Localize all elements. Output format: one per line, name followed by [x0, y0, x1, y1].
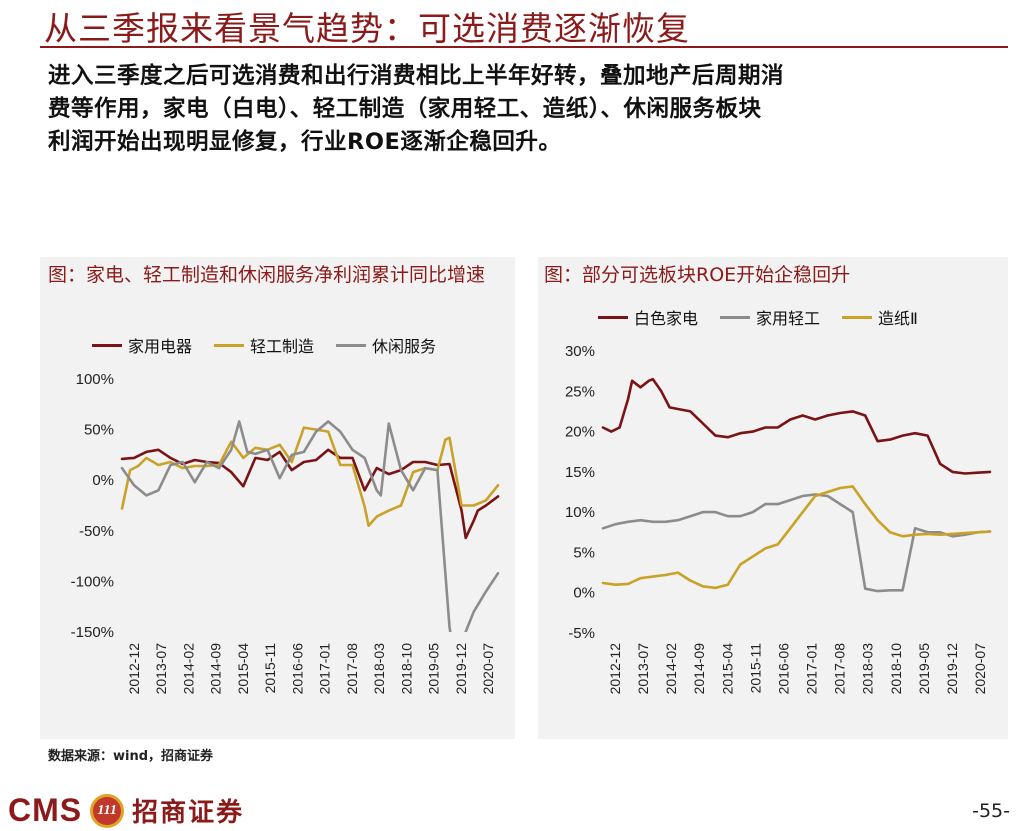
chart-1-title: 图：家电、轻工制造和休闲服务净利润累计同比增速 [48, 264, 486, 286]
x-tick-label: 2014-09 [208, 643, 224, 695]
legend-item-home-appliances: 家用电器 [92, 333, 192, 357]
y-tick-label: -100% [71, 573, 114, 590]
chart-1-legend: 家用电器 轻工制造 休闲服务 [92, 333, 458, 357]
logo-mark-icon: 111 [90, 793, 125, 828]
y-tick-label: -5% [568, 625, 595, 642]
x-tick-label: 2018-10 [398, 643, 414, 695]
legend-swatch [842, 315, 873, 319]
chart-2-plot: 30% 25% 20% 15% 10% 5% 0% -5% 2012-12 2013-07 2014… [565, 343, 992, 695]
company-logo: CMS 111 招商证券 [8, 792, 244, 829]
y-tick-label: 30% [565, 343, 595, 360]
series-line [601, 377, 992, 475]
x-tick-label: 2015-11 [262, 643, 278, 694]
y-tick-label: 25% [565, 383, 595, 400]
legend-label: 休闲服务 [372, 337, 437, 356]
x-tick-label: 2020-07 [480, 643, 496, 695]
y-tick-label: 50% [84, 422, 114, 439]
y-tick-label: 0% [573, 585, 595, 602]
x-tick-label: 2013-07 [635, 643, 651, 695]
title-divider [40, 46, 1008, 48]
x-tick-label: 2017-08 [344, 643, 360, 695]
y-tick-label: 20% [565, 424, 595, 441]
x-tick-label: 2015-04 [235, 643, 251, 695]
y-tick-label: 10% [565, 504, 595, 521]
chart-panel-profit-growth: 图：家电、轻工制造和休闲服务净利润累计同比增速 家用电器 轻工制造 休闲服务 1… [40, 257, 515, 739]
x-tick-label: 2015-04 [719, 643, 735, 695]
x-tick-label: 2018-10 [888, 643, 904, 695]
x-tick-label: 2014-02 [180, 643, 196, 695]
series-line [120, 420, 500, 632]
legend-label: 家用电器 [128, 337, 193, 356]
series-group [120, 420, 500, 632]
x-tick-label: 2017-01 [804, 643, 820, 695]
legend-swatch [598, 315, 628, 319]
slide-title: 从三季报来看景气趋势：可选消费逐渐恢复 [44, 9, 690, 48]
y-tick-label: 5% [573, 544, 595, 561]
intro-line-1: 进入三季度之后可选消费和出行消费相比上半年好转，叠加地产后周期消 [48, 63, 785, 89]
x-tick-label: 2019-05 [916, 643, 932, 695]
x-tick-label: 2014-02 [663, 643, 679, 695]
x-tick-label: 2020-07 [972, 643, 988, 695]
legend-item-white-goods: 白色家电 [598, 305, 698, 329]
legend-item-leisure-services: 休闲服务 [336, 333, 436, 357]
x-tick-label: 2012-12 [607, 643, 623, 695]
x-tick-label: 2014-09 [691, 643, 707, 695]
intro-line-2: 费等作用，家电（白电）、轻工制造（家用轻工、造纸）、休闲服务板块 [48, 96, 762, 122]
legend-swatch [92, 343, 122, 347]
series-line [601, 485, 992, 590]
x-tick-label: 2019-12 [944, 643, 960, 695]
x-tick-label: 2019-12 [453, 643, 469, 695]
y-tick-label: 100% [76, 371, 114, 388]
chart-panel-roe: 图：部分可选板块ROE开始企稳回升 白色家电 家用轻工 造纸Ⅱ 30% 25% 20… [538, 257, 1008, 739]
x-tick-label: 2016-06 [289, 643, 305, 695]
intro-text: 进入三季度之后可选消费和出行消费相比上半年好转，叠加地产后周期消 费等作用，家电… [48, 60, 1003, 159]
legend-item-household-light-industry: 家用轻工 [720, 305, 820, 329]
x-tick-label: 2012-12 [126, 643, 142, 695]
legend-label: 轻工制造 [250, 337, 315, 356]
x-tick-label: 2016-06 [775, 643, 791, 695]
x-tick-label: 2013-07 [153, 643, 169, 695]
y-tick-label: -50% [79, 523, 114, 540]
chart-1-plot: 100% 50% 0% -50% -100% -150% 2012-12 2013-07 201… [71, 371, 500, 695]
legend-item-paper: 造纸Ⅱ [842, 305, 918, 329]
legend-swatch [214, 343, 245, 347]
chart-2-title: 图：部分可选板块ROE开始企稳回升 [544, 264, 851, 286]
y-tick-label: -150% [71, 624, 114, 641]
x-tick-label: 2015-11 [747, 643, 763, 694]
series-line [120, 426, 500, 527]
data-source-note: 数据来源：wind，招商证券 [48, 749, 214, 764]
legend-swatch [720, 315, 751, 319]
logo-cms-text: CMS [8, 792, 83, 828]
legend-label: 造纸Ⅱ [878, 309, 918, 328]
logo-cn-text: 招商证券 [132, 798, 245, 828]
page-number: -55- [972, 800, 1010, 822]
series-line [120, 448, 500, 540]
intro-line-3: 利润开始出现明显修复，行业ROE逐渐企稳回升。 [48, 129, 562, 155]
x-tick-label: 2017-08 [832, 643, 848, 695]
x-tick-label: 2019-05 [426, 643, 442, 695]
y-tick-label: 15% [565, 464, 595, 481]
x-tick-label: 2018-03 [860, 643, 876, 695]
y-tick-label: 0% [92, 472, 114, 489]
series-line [601, 493, 992, 593]
chart-2-legend: 白色家电 家用轻工 造纸Ⅱ [598, 305, 940, 329]
legend-label: 白色家电 [634, 309, 699, 328]
x-tick-label: 2018-03 [371, 643, 387, 695]
series-group [601, 377, 992, 593]
x-tick-label: 2017-01 [317, 643, 333, 695]
legend-item-light-industry: 轻工制造 [214, 333, 314, 357]
legend-label: 家用轻工 [756, 309, 821, 328]
legend-swatch [336, 343, 367, 347]
